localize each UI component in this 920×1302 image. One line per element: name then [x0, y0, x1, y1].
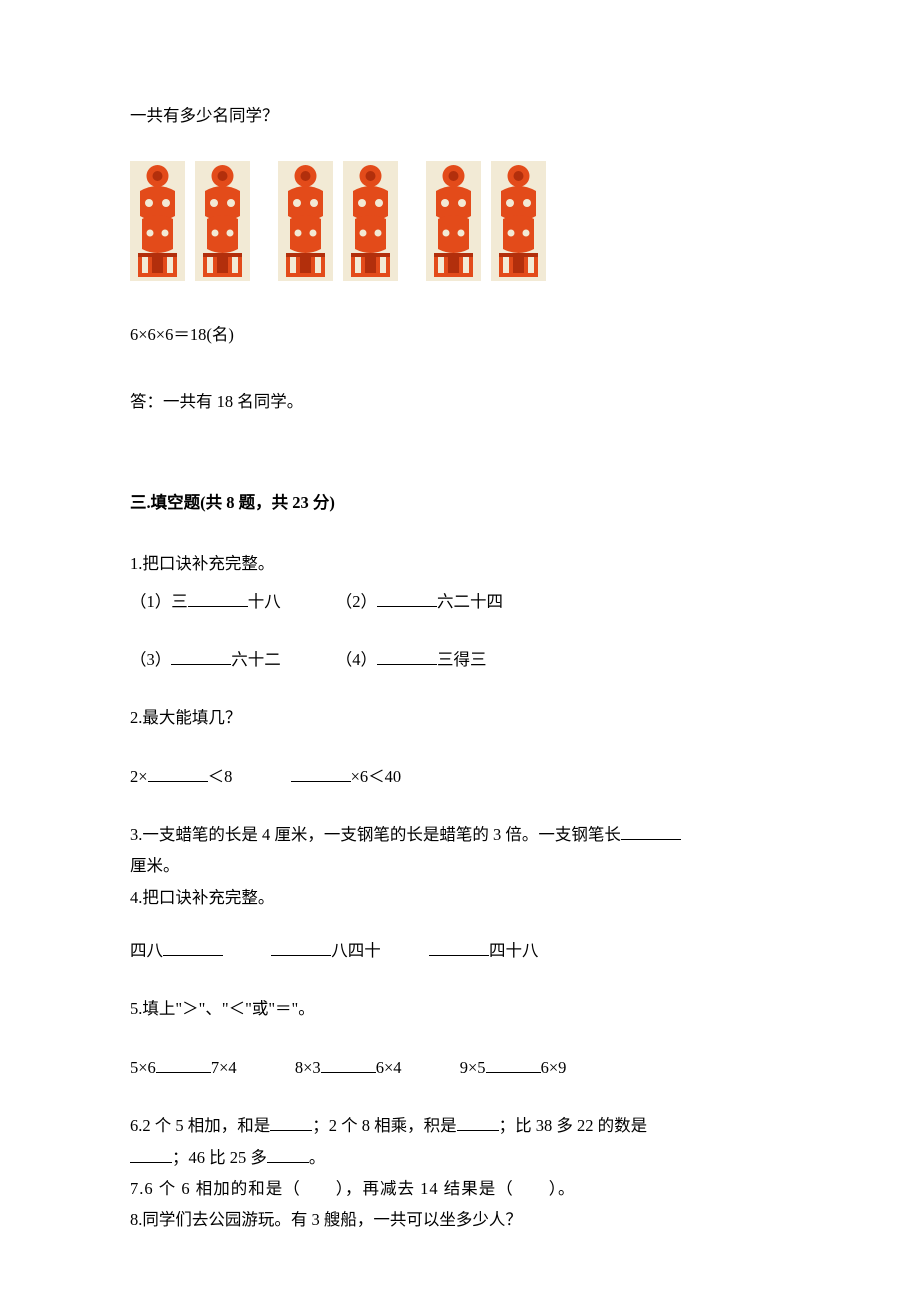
q3: 3.一支蜡笔的长是 4 厘米，一支钢笔的长是蜡笔的 3 倍。一支钢笔长 [130, 819, 790, 850]
blank [291, 764, 351, 782]
blank [148, 764, 208, 782]
section-3-header: 三.填空题(共 8 题，共 23 分) [130, 487, 790, 518]
q1-item4-pre: （4） [336, 650, 377, 669]
q1-item4: （4） 三得三 [336, 644, 487, 675]
q5-e2b: 6×4 [376, 1058, 402, 1077]
blank [156, 1055, 211, 1073]
blank [429, 938, 489, 956]
student-figure-icon [491, 161, 546, 281]
q4-item1-pre: 四八 [130, 941, 163, 960]
q6-p3: ；比 38 多 22 的数是 [499, 1116, 648, 1135]
q1-item3-pre: （3） [130, 650, 171, 669]
q1-item1-pre: （1）三 [130, 592, 188, 611]
q2-prompt: 2.最大能填几？ [130, 702, 790, 733]
intro-answer: 答：一共有 18 名同学。 [130, 386, 790, 417]
q2-item2: ×6＜40 [291, 767, 402, 786]
student-figure-icon [343, 161, 398, 281]
blank [130, 1144, 172, 1162]
blank [188, 589, 248, 607]
figure-group [426, 161, 546, 281]
q4-item3: 四十八 [429, 941, 539, 960]
q1-item2: （2） 六二十四 [336, 586, 503, 617]
q5-e3b: 6×9 [541, 1058, 567, 1077]
q6-p4: ；46 比 25 多 [172, 1148, 267, 1167]
intro-question: 一共有多少名同学？ [130, 100, 790, 131]
q4-items: 四八 八四十 四十八 [130, 935, 790, 966]
q8: 8.同学们去公园游玩。有 3 艘船，一共可以坐多少人？ [130, 1204, 790, 1235]
q1-item1-post: 十八 [248, 592, 281, 611]
q5-prompt: 5.填上"＞"、"＜"或"＝"。 [130, 993, 790, 1024]
q2-item1-pre: 2× [130, 767, 148, 786]
q1-item2-pre: （2） [336, 592, 377, 611]
blank [270, 1113, 312, 1131]
q6-p1: 6.2 个 5 相加，和是 [130, 1116, 270, 1135]
student-figure-icon [130, 161, 185, 281]
q1-item2-post: 六二十四 [437, 592, 503, 611]
q3-line1: 3.一支蜡笔的长是 4 厘米，一支钢笔的长是蜡笔的 3 倍。一支钢笔长 [130, 825, 621, 844]
blank [621, 822, 681, 840]
q6b: ；46 比 25 多 。 [130, 1142, 790, 1173]
q5-e1a: 5×6 [130, 1058, 156, 1077]
q6-p5: 。 [309, 1148, 326, 1167]
q2-item2-post: ×6＜40 [351, 767, 402, 786]
blank [457, 1113, 499, 1131]
q1-row2: （3） 六十二 （4） 三得三 [130, 644, 790, 675]
figure-group [278, 161, 398, 281]
q1-item3: （3） 六十二 [130, 644, 281, 675]
q5-e1b: 7×4 [211, 1058, 237, 1077]
q2-item1: 2× ＜8 [130, 767, 236, 786]
q5-e2a: 8×3 [295, 1058, 321, 1077]
figure-container [130, 161, 790, 281]
q4-item1: 四八 [130, 941, 227, 960]
q4-item2-post: 八四十 [331, 941, 381, 960]
q1-item3-post: 六十二 [231, 650, 281, 669]
q4-item2: 八四十 [271, 941, 385, 960]
blank [163, 938, 223, 956]
q3-line2: 厘米。 [130, 850, 790, 881]
q4-item3-post: 四十八 [489, 941, 539, 960]
q5-items: 5×6 7×4 8×3 6×4 9×5 6×9 [130, 1052, 790, 1083]
q2-items: 2× ＜8 ×6＜40 [130, 761, 790, 792]
q6: 6.2 个 5 相加，和是 ；2 个 8 相乘，积是 ；比 38 多 22 的数是 [130, 1110, 790, 1141]
q1-row1: （1）三 十八 （2） 六二十四 [130, 586, 790, 617]
q5-e3a: 9×5 [460, 1058, 486, 1077]
figure-group [130, 161, 250, 281]
blank [171, 647, 231, 665]
blank [486, 1055, 541, 1073]
blank [321, 1055, 376, 1073]
q1-item1: （1）三 十八 [130, 586, 281, 617]
blank [377, 647, 437, 665]
q5-e3: 9×5 6×9 [460, 1058, 567, 1077]
q2-item1-post: ＜8 [208, 767, 233, 786]
q6-p2: ；2 个 8 相乘，积是 [312, 1116, 456, 1135]
blank [271, 938, 331, 956]
student-figure-icon [195, 161, 250, 281]
blank [377, 589, 437, 607]
q1-item4-post: 三得三 [437, 650, 487, 669]
student-figure-icon [426, 161, 481, 281]
intro-equation: 6×6×6＝18(名) [130, 319, 790, 350]
q4-prompt: 4.把口诀补充完整。 [130, 882, 790, 913]
q5-e1: 5×6 7×4 [130, 1058, 241, 1077]
blank [267, 1144, 309, 1162]
q5-e2: 8×3 6×4 [295, 1058, 406, 1077]
q7: 7.6 个 6 相加的和是（ ），再减去 14 结果是（ ）。 [130, 1173, 790, 1204]
q1-prompt: 1.把口诀补充完整。 [130, 548, 790, 579]
student-figure-icon [278, 161, 333, 281]
